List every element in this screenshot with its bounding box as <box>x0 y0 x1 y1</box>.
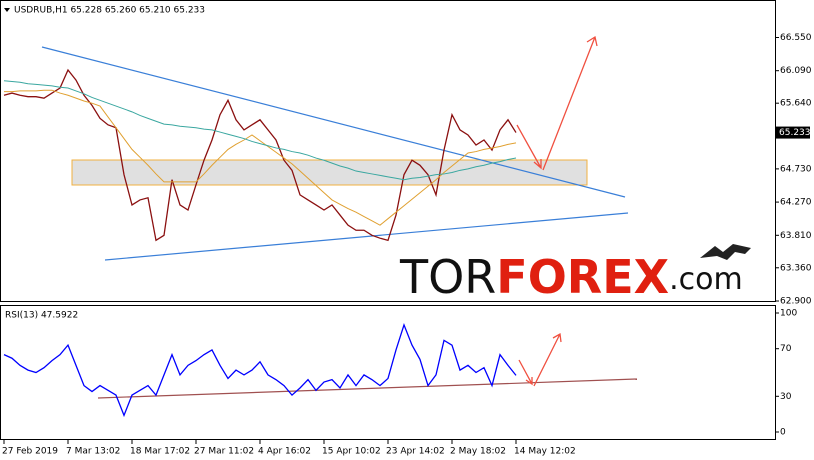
y-tick-label: 64.730 <box>780 164 812 174</box>
trend-line <box>41 46 626 198</box>
series-line <box>3 68 517 242</box>
x-tick-label: 23 Apr 14:02 <box>386 447 445 457</box>
current-price: 65.233 <box>779 128 811 138</box>
x-tick-label: 7 Mar 13:02 <box>66 447 120 457</box>
series-line <box>4 89 517 226</box>
forecast-arrows <box>516 35 598 387</box>
y-tick-label: 0 <box>780 428 786 438</box>
trend-line <box>104 212 629 261</box>
bull-logo <box>700 244 751 260</box>
x-tick-label: 2 May 18:02 <box>450 447 506 457</box>
x-tick-label: 14 May 12:02 <box>514 447 576 457</box>
rsi-title: RSI(13) 47.5922 <box>5 311 78 321</box>
x-tick-label: 18 Mar 17:02 <box>130 447 190 457</box>
y-tick-label: 63.360 <box>780 263 812 273</box>
y-tick-label: 62.900 <box>780 297 812 307</box>
y-tick-label: 65.640 <box>780 99 812 109</box>
zone <box>71 159 588 186</box>
y-tick-label: 66.090 <box>780 66 812 76</box>
current-price-box <box>776 126 810 139</box>
y-tick-label: 30 <box>780 392 792 402</box>
series-line <box>3 80 517 181</box>
watermark: TORFOREX.com <box>399 250 743 304</box>
rsi-panel <box>0 305 776 440</box>
chart-title: USDRUB,H1 65.228 65.260 65.210 65.233 <box>14 6 205 16</box>
y-tick-label: 64.270 <box>780 198 812 208</box>
x-tick-label: 4 Apr 16:02 <box>258 447 311 457</box>
x-tick-label: 15 Apr 10:02 <box>322 447 381 457</box>
y-tick-label: 63.810 <box>780 231 812 241</box>
y-tick-label: 100 <box>780 309 797 319</box>
menu-arrow <box>4 8 10 12</box>
main-panel <box>0 0 776 302</box>
x-tick-label: 27 Feb 2019 <box>2 447 58 457</box>
x-tick-label: 27 Mar 11:02 <box>194 447 254 457</box>
series-line <box>3 322 517 418</box>
y-tick-label: 66.550 <box>780 33 812 43</box>
rsi-trend-line <box>97 378 638 399</box>
y-tick-label: 70 <box>780 344 792 354</box>
